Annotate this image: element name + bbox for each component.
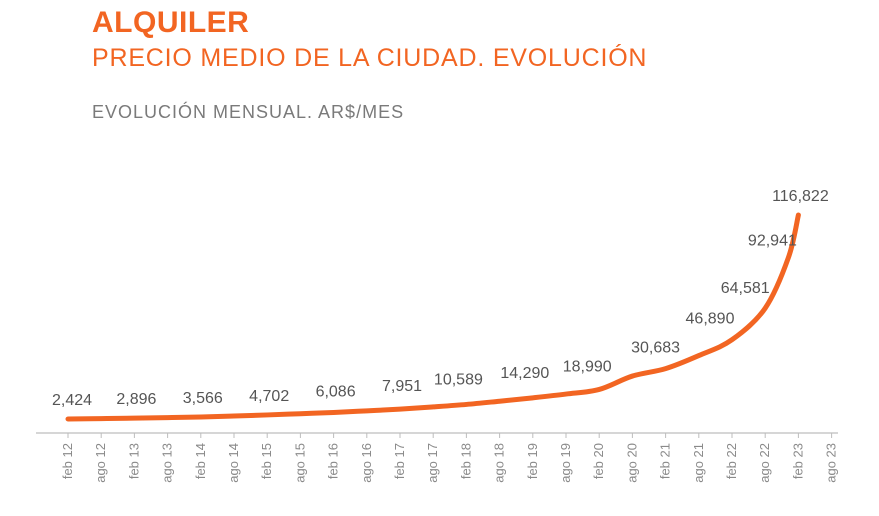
data-label: 4,702 [249, 388, 289, 405]
x-tick-label: feb 17 [392, 443, 407, 479]
x-tick-label: feb 14 [193, 443, 208, 479]
data-label: 92,941 [748, 233, 797, 250]
x-tick-label: ago 19 [558, 443, 573, 483]
data-label: 46,890 [686, 311, 735, 328]
x-tick-label: ago 23 [824, 443, 839, 483]
data-label: 116,822 [772, 188, 829, 205]
x-tick-label: ago 14 [226, 443, 241, 483]
data-label: 64,581 [721, 280, 770, 297]
x-tick-label: feb 18 [458, 443, 473, 479]
x-tick-label: feb 12 [60, 443, 75, 479]
chart-title: ALQUILER [92, 6, 250, 39]
x-tick-label: ago 17 [425, 443, 440, 483]
data-label: 30,683 [631, 340, 680, 357]
data-label: 3,566 [183, 390, 223, 407]
data-label: 10,589 [434, 371, 483, 388]
data-label: 14,290 [500, 365, 549, 382]
data-label: 6,086 [316, 383, 356, 400]
chart-subtitle: PRECIO MEDIO DE LA CIUDAD. EVOLUCIÓN [92, 44, 648, 72]
x-tick-label: feb 20 [591, 443, 606, 479]
data-label: 2,896 [116, 391, 156, 408]
series-line [65, 212, 801, 422]
x-tick-label: feb 13 [126, 443, 141, 479]
x-tick-label: feb 21 [658, 443, 673, 479]
x-tick-label: ago 20 [624, 443, 639, 483]
chart-caption: EVOLUCIÓN MENSUAL. AR$/MES [92, 102, 405, 122]
x-tick-label: feb 16 [326, 443, 341, 479]
x-tick-label: ago 15 [292, 443, 307, 483]
x-tick-label: feb 22 [724, 443, 739, 479]
x-tick-label: feb 15 [259, 443, 274, 479]
x-tick-label: feb 19 [525, 443, 540, 479]
x-tick-label: ago 18 [492, 443, 507, 483]
x-tick-label: ago 12 [93, 443, 108, 483]
x-tick-label: ago 16 [359, 443, 374, 483]
x-tick-label: ago 22 [757, 443, 772, 483]
x-tick-label: ago 21 [691, 443, 706, 483]
x-tick-label: feb 23 [790, 443, 805, 479]
data-label: 2,424 [52, 392, 92, 409]
x-tick-label: ago 13 [160, 443, 175, 483]
data-label: 7,951 [382, 378, 422, 395]
data-label: 18,990 [563, 358, 612, 375]
